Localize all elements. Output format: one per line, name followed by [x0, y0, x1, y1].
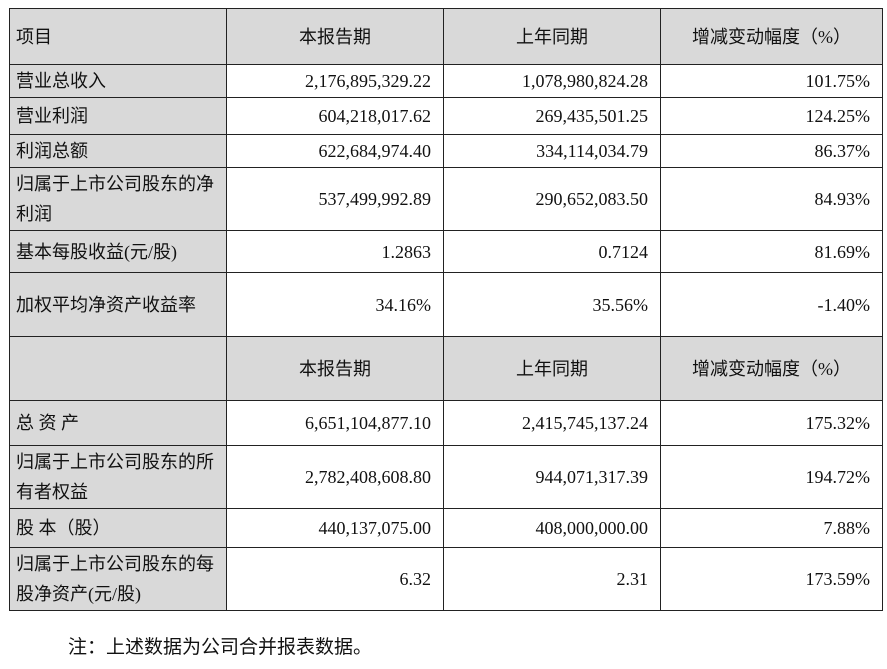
- row-label: 归属于上市公司股东的净利润: [9, 167, 227, 231]
- row-current: 1.2863: [226, 230, 444, 273]
- row-prior: 334,114,034.79: [443, 134, 661, 168]
- table-row: 利润总额 622,684,974.40 334,114,034.79 86.37…: [9, 134, 883, 168]
- row-change: 86.37%: [660, 134, 883, 168]
- table-row: 归属于上市公司股东的净利润 537,499,992.89 290,652,083…: [9, 167, 883, 231]
- row-change: 7.88%: [660, 508, 883, 548]
- row-label: 利润总额: [9, 134, 227, 168]
- subheader-item: [9, 336, 227, 401]
- row-label: 营业总收入: [9, 64, 227, 98]
- subheader-current: 本报告期: [226, 336, 444, 401]
- financial-summary-table: 项目 本报告期 上年同期 增减变动幅度（%） 营业总收入 2,176,895,3…: [9, 8, 883, 611]
- row-change: 124.25%: [660, 97, 883, 135]
- row-prior: 408,000,000.00: [443, 508, 661, 548]
- header-change: 增减变动幅度（%）: [660, 8, 883, 65]
- row-current: 604,218,017.62: [226, 97, 444, 135]
- header-current: 本报告期: [226, 8, 444, 65]
- subheader-change: 增减变动幅度（%）: [660, 336, 883, 401]
- row-label: 归属于上市公司股东的所有者权益: [9, 445, 227, 509]
- table-row: 营业利润 604,218,017.62 269,435,501.25 124.2…: [9, 97, 883, 135]
- table-row: 股 本（股） 440,137,075.00 408,000,000.00 7.8…: [9, 508, 883, 548]
- row-change: 175.32%: [660, 400, 883, 446]
- row-prior: 35.56%: [443, 272, 661, 337]
- row-label: 基本每股收益(元/股): [9, 230, 227, 273]
- table-row: 总 资 产 6,651,104,877.10 2,415,745,137.24 …: [9, 400, 883, 446]
- table-row: 归属于上市公司股东的每股净资产(元/股) 6.32 2.31 173.59%: [9, 547, 883, 611]
- row-change: -1.40%: [660, 272, 883, 337]
- row-prior: 944,071,317.39: [443, 445, 661, 509]
- table-row: 营业总收入 2,176,895,329.22 1,078,980,824.28 …: [9, 64, 883, 98]
- row-current: 537,499,992.89: [226, 167, 444, 231]
- row-prior: 2,415,745,137.24: [443, 400, 661, 446]
- row-prior: 2.31: [443, 547, 661, 611]
- row-current: 2,782,408,608.80: [226, 445, 444, 509]
- row-label: 加权平均净资产收益率: [9, 272, 227, 337]
- header-prior: 上年同期: [443, 8, 661, 65]
- row-label: 营业利润: [9, 97, 227, 135]
- header-item: 项目: [9, 8, 227, 65]
- row-current: 6.32: [226, 547, 444, 611]
- row-prior: 269,435,501.25: [443, 97, 661, 135]
- table-header-row: 项目 本报告期 上年同期 增减变动幅度（%）: [9, 8, 883, 65]
- row-change: 173.59%: [660, 547, 883, 611]
- row-prior: 290,652,083.50: [443, 167, 661, 231]
- row-change: 101.75%: [660, 64, 883, 98]
- row-change: 84.93%: [660, 167, 883, 231]
- table-row: 归属于上市公司股东的所有者权益 2,782,408,608.80 944,071…: [9, 445, 883, 509]
- row-current: 2,176,895,329.22: [226, 64, 444, 98]
- row-label: 股 本（股）: [9, 508, 227, 548]
- row-current: 440,137,075.00: [226, 508, 444, 548]
- row-change: 194.72%: [660, 445, 883, 509]
- row-current: 622,684,974.40: [226, 134, 444, 168]
- row-change: 81.69%: [660, 230, 883, 273]
- footnote: 注：上述数据为公司合并报表数据。: [68, 637, 373, 658]
- row-current: 34.16%: [226, 272, 444, 337]
- row-label: 归属于上市公司股东的每股净资产(元/股): [9, 547, 227, 611]
- row-prior: 0.7124: [443, 230, 661, 273]
- table-row: 加权平均净资产收益率 34.16% 35.56% -1.40%: [9, 272, 883, 337]
- row-current: 6,651,104,877.10: [226, 400, 444, 446]
- table-subheader-row: 本报告期 上年同期 增减变动幅度（%）: [9, 336, 883, 401]
- subheader-prior: 上年同期: [443, 336, 661, 401]
- table-row: 基本每股收益(元/股) 1.2863 0.7124 81.69%: [9, 230, 883, 273]
- row-prior: 1,078,980,824.28: [443, 64, 661, 98]
- row-label: 总 资 产: [9, 400, 227, 446]
